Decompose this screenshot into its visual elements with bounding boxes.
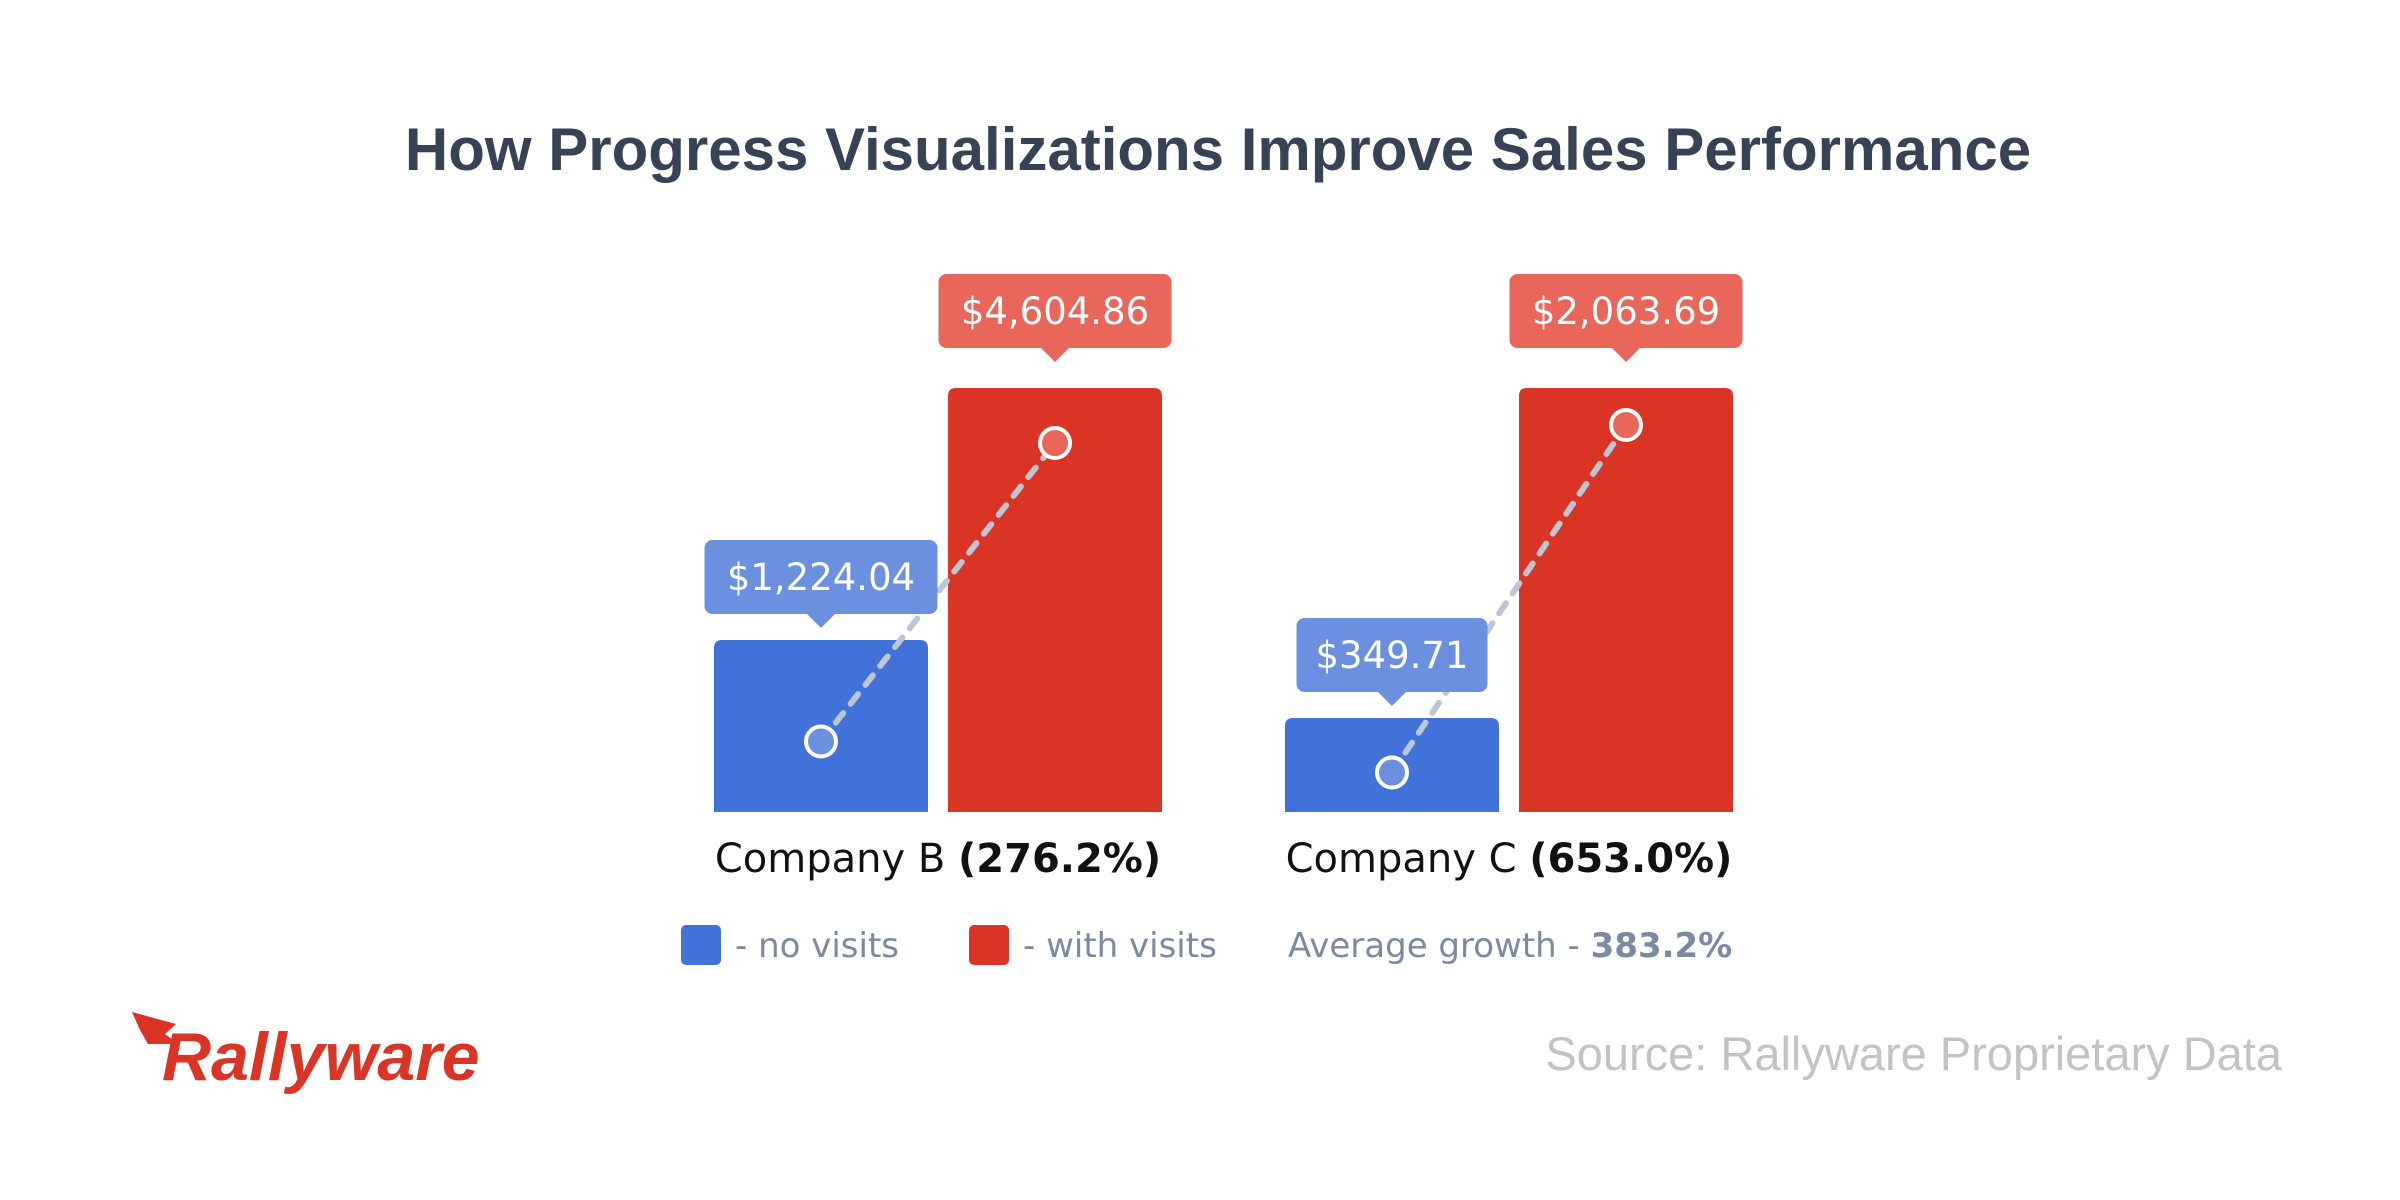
average-growth-value: 383.2%	[1591, 926, 1733, 966]
category-growth-company-b: (276.2%)	[958, 836, 1161, 882]
legend-label-with-visits: - with visits	[1023, 926, 1217, 966]
legend-swatch-with-visits	[969, 925, 1009, 965]
marker-company-b-with-visits	[1038, 426, 1072, 460]
chart-title: How Progress Visualizations Improve Sale…	[405, 116, 2031, 183]
tooltip-box-company-c-no-visits	[1296, 618, 1488, 692]
marker-company-c-with-visits	[1609, 408, 1643, 442]
legend-label-no-visits: - no visits	[735, 926, 899, 966]
tooltip-box-company-b-no-visits	[704, 540, 938, 614]
tooltip-company-c-with-visits: $2,063.69	[1509, 274, 1743, 362]
category-label-company-b: Company B (276.2%)	[715, 836, 1161, 882]
category-growth-company-c: (653.0%)	[1529, 836, 1732, 882]
connector-company-c	[1389, 422, 1629, 776]
bar-company-b-with-visits	[948, 388, 1162, 812]
tooltip-company-b-with-visits: $4,604.86	[938, 274, 1172, 362]
logo-flag-icon	[132, 1012, 178, 1044]
source-note: Source: Rallyware Proprietary Data	[1545, 1027, 2282, 1080]
legend: - no visits - with visits Average growth…	[681, 925, 1732, 966]
bars-layer: $1,224.04 $4,604.86 Company B (276.2%) $349…	[704, 274, 1743, 882]
marker-company-c-no-visits	[1375, 755, 1409, 790]
tooltip-pointer-company-b-with-visits	[1041, 348, 1069, 362]
category-name-company-b: Company B	[715, 836, 958, 882]
tooltip-box-company-c-with-visits	[1509, 274, 1743, 348]
connector-company-b	[818, 440, 1058, 745]
value-label-company-b-with-visits: $4,604.86	[961, 290, 1149, 333]
average-growth-label: Average growth -	[1288, 926, 1591, 966]
value-label-company-b-no-visits: $1,224.04	[727, 556, 915, 599]
rallyware-logo: Rallyware	[132, 1012, 480, 1095]
marker-company-b-no-visits	[804, 724, 838, 759]
average-growth: Average growth - 383.2%	[1288, 926, 1732, 966]
tooltip-company-c-no-visits: $349.71	[1296, 618, 1488, 706]
legend-swatch-no-visits	[681, 925, 721, 965]
tooltip-pointer-company-c-with-visits	[1612, 348, 1640, 362]
category-label-company-c: Company C (653.0%)	[1286, 836, 1733, 882]
tooltip-pointer-company-c-no-visits	[1378, 692, 1406, 706]
tooltip-company-b-no-visits: $1,224.04	[704, 540, 938, 628]
value-label-company-c-with-visits: $2,063.69	[1532, 290, 1720, 333]
logo-text: Rallyware	[162, 1019, 480, 1095]
tooltip-pointer-company-b-no-visits	[807, 614, 835, 628]
category-name-company-c: Company C	[1286, 836, 1530, 882]
value-label-company-c-no-visits: $349.71	[1315, 634, 1468, 677]
bar-company-c-with-visits	[1519, 388, 1733, 812]
tooltip-box-company-b-with-visits	[938, 274, 1172, 348]
